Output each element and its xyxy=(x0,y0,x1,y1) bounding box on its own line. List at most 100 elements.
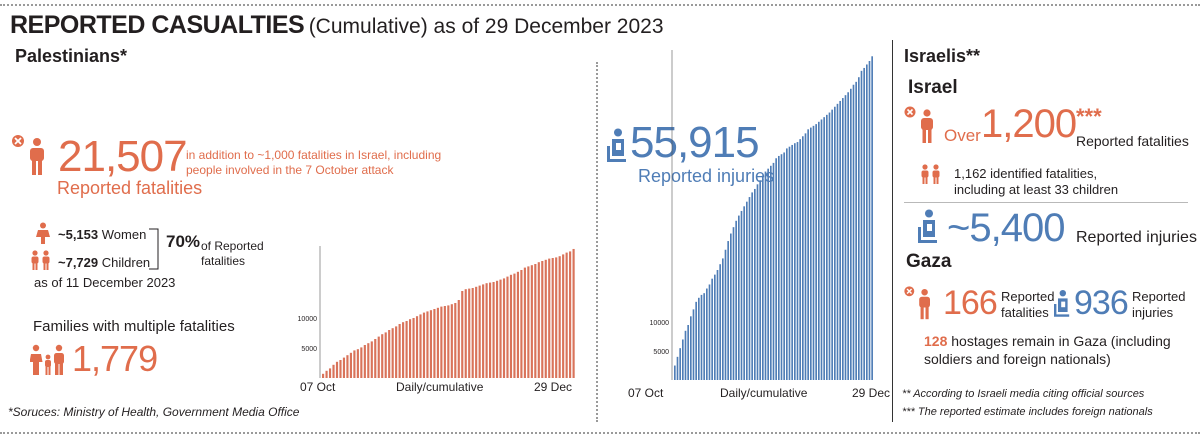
hostages-line2: soldiers and foreign nationals) xyxy=(924,351,1111,367)
fatalities-chart-bar xyxy=(569,251,572,378)
injuries-chart-bar xyxy=(719,264,721,380)
injuries-chart-bar xyxy=(858,77,860,381)
fatalities-chart-bar xyxy=(356,349,359,378)
injuries-chart-bar xyxy=(738,215,740,380)
israel-children-icon xyxy=(921,164,940,184)
hostages-value: 128 xyxy=(924,333,948,349)
fatalities-chart-bar xyxy=(367,343,370,378)
fatalities-chart-bar xyxy=(398,324,401,378)
fatalities-chart-bar xyxy=(530,265,533,378)
injuries-chart-bar xyxy=(850,88,852,380)
israelis-heading: Israelis** xyxy=(904,46,981,66)
gaza-injuries-label-line2: injuries xyxy=(1132,305,1174,320)
injuries-chart-x-start: 07 Oct xyxy=(628,386,664,400)
title-bold: REPORTED CASUALTIES xyxy=(10,11,305,39)
fatalities-chart-x-end: 29 Dec xyxy=(534,380,573,394)
fatalities-chart-bar xyxy=(335,361,339,378)
injuries-chart-bar xyxy=(735,220,737,380)
injuries-chart-bar xyxy=(714,274,716,380)
injuries-chart-bar xyxy=(751,192,753,380)
fatalities-chart-bar xyxy=(523,267,526,378)
fatalities-chart-bar xyxy=(440,306,443,378)
injuries-chart-bar xyxy=(804,133,807,380)
injuries-chart-bar xyxy=(868,61,871,380)
fatalities-chart-bar xyxy=(436,307,439,378)
fatalities-chart-y-tick-label: 5000 xyxy=(301,346,317,353)
fatalities-chart-bar xyxy=(464,289,467,378)
fatalities-chart-bar xyxy=(534,264,537,378)
children-value: ~7,729 xyxy=(58,255,99,270)
injuries-chart-bar xyxy=(871,56,873,380)
israel-injured-icon xyxy=(918,209,937,243)
family-icon xyxy=(30,344,64,375)
israel-heading: Israel xyxy=(908,77,958,98)
fatalities-chart-bar xyxy=(353,350,356,378)
women-count: ~5,153 Women xyxy=(58,227,146,242)
injuries-chart-bar xyxy=(847,92,849,380)
fatalities-chart-bar xyxy=(502,278,506,378)
injuries-chart-bar xyxy=(754,188,756,380)
injuries-chart-bar xyxy=(778,155,780,380)
fatalities-chart-bar xyxy=(377,336,380,378)
bracket xyxy=(149,228,159,270)
families-value: 1,779 xyxy=(72,338,158,379)
injuries-chart-bar xyxy=(834,106,836,381)
injuries-chart-bar xyxy=(770,165,772,380)
fatalities-chart-bar xyxy=(457,300,460,378)
injured-person-icon xyxy=(607,128,626,162)
fatalities-note-line2: people involved in the 7 October attack xyxy=(186,163,394,177)
woman-icon xyxy=(36,222,50,244)
as-of-date: as of 11 December 2023 xyxy=(34,275,176,290)
injuries-chart-bar xyxy=(815,124,817,380)
injuries-chart-bar xyxy=(807,129,809,380)
israel-injuries-label: Reported injuries xyxy=(1076,229,1197,246)
injuries-chart-y-tick-label: 10000 xyxy=(650,320,670,327)
fatalities-chart-bar xyxy=(412,318,415,378)
injuries-chart-bar xyxy=(852,84,855,381)
gaza-fatalities-label-line1: Reported xyxy=(1001,289,1055,304)
injuries-chart-bar xyxy=(775,158,777,380)
injuries-chart-bar xyxy=(711,278,713,380)
injuries-chart-bar xyxy=(684,330,687,380)
injuries-chart-bar xyxy=(783,152,785,380)
fatalities-chart-xlabel: Daily/cumulative xyxy=(396,380,484,394)
fatality-person-icon xyxy=(12,135,44,175)
injuries-chart-bar xyxy=(796,142,799,380)
fatalities-chart-bar xyxy=(447,305,450,378)
injuries-chart-bar xyxy=(842,98,844,381)
fatalities-chart-bar xyxy=(537,262,540,378)
fatalities-chart-bar xyxy=(482,284,485,378)
fatalities-chart-bar xyxy=(381,334,384,378)
fatalities-chart-bar xyxy=(520,270,523,378)
identified-line1: 1,162 identified fatalities, xyxy=(954,166,1098,181)
injuries-chart-bar xyxy=(812,125,815,380)
fatalities-chart: 5000 10000 xyxy=(298,246,575,378)
palestinians-heading: Palestinians* xyxy=(15,46,128,66)
fatalities-chart-bar xyxy=(426,311,429,378)
fatalities-chart-bar xyxy=(349,352,352,378)
identified-line2: including at least 33 children xyxy=(954,182,1119,197)
injuries-chart-xlabel: Daily/cumulative xyxy=(720,386,808,400)
injuries-chart-y-tick-label: 5000 xyxy=(653,349,669,356)
injuries-chart-bar xyxy=(692,309,695,380)
fatalities-chart-bar xyxy=(562,254,565,378)
hostages-line1: 128 hostages remain in Gaza (including xyxy=(924,333,1171,349)
injuries-chart-bar xyxy=(863,67,865,380)
fatalities-chart-bar xyxy=(450,304,453,378)
injuries-chart-bar xyxy=(716,270,719,380)
injuries-chart-bar xyxy=(700,294,703,380)
fatalities-chart-bar xyxy=(516,271,520,378)
share-pct: 70% xyxy=(166,232,201,251)
footnote-1: ** According to Israeli media citing off… xyxy=(902,388,1145,400)
women-label: Women xyxy=(101,227,147,242)
injuries-chart-bar xyxy=(839,100,841,380)
injuries-chart-bar xyxy=(676,356,679,380)
fatalities-chart-bar xyxy=(527,266,530,378)
fatalities-chart-bar xyxy=(489,282,492,378)
israel-fatalities-stars: *** xyxy=(1076,104,1102,129)
injuries-chart-bar xyxy=(756,184,759,380)
fatalities-chart-bar xyxy=(544,259,547,378)
injuries-chart-bar xyxy=(727,241,729,380)
injuries-chart-bar xyxy=(794,143,796,380)
fatalities-chart-bar xyxy=(419,314,422,378)
